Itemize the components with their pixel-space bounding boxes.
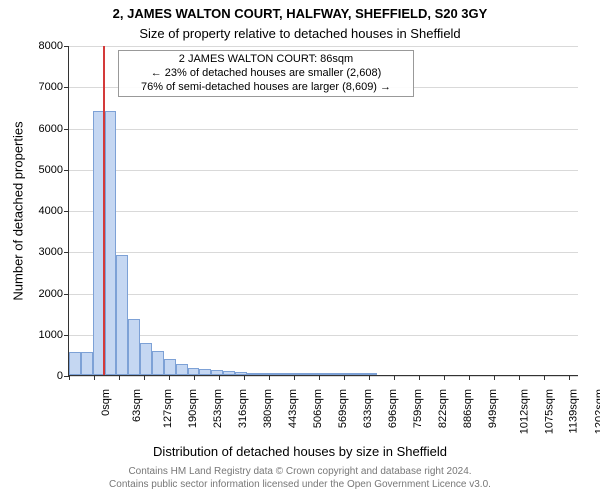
xtick-label: 569sqm xyxy=(337,381,349,428)
grid-line xyxy=(69,376,578,377)
histogram-bar xyxy=(247,373,259,375)
ytick-label: 1000 xyxy=(39,329,69,341)
grid-line xyxy=(69,170,578,171)
annotation-line-3: 76% of semi-detached houses are larger (… xyxy=(125,81,407,95)
x-axis-label: Distribution of detached houses by size … xyxy=(0,444,600,459)
xtick-mark xyxy=(444,375,445,380)
xtick-label: 443sqm xyxy=(287,381,299,428)
xtick-mark xyxy=(219,375,220,380)
footer-line-2: Contains public sector information licen… xyxy=(0,479,600,492)
xtick-label: 190sqm xyxy=(187,381,199,428)
histogram-bar xyxy=(211,370,223,375)
grid-line xyxy=(69,252,578,253)
ytick-label: 7000 xyxy=(39,81,69,93)
histogram-bar xyxy=(282,373,294,375)
y-axis-label: Number of detached properties xyxy=(11,121,26,300)
ytick-label: 8000 xyxy=(39,40,69,52)
histogram-bar xyxy=(188,368,200,375)
histogram-bar xyxy=(235,372,247,375)
xtick-mark xyxy=(269,375,270,380)
chart-title-line2: Size of property relative to detached ho… xyxy=(0,26,600,41)
histogram-bar xyxy=(69,352,81,375)
xtick-label: 886sqm xyxy=(462,381,474,428)
histogram-bar xyxy=(199,369,211,375)
histogram-bar xyxy=(140,343,152,375)
ytick-label: 5000 xyxy=(39,164,69,176)
xtick-label: 63sqm xyxy=(131,381,143,422)
grid-line xyxy=(69,294,578,295)
xtick-mark xyxy=(294,375,295,380)
marker-line xyxy=(103,46,105,375)
xtick-mark xyxy=(244,375,245,380)
histogram-bar xyxy=(105,111,117,375)
xtick-label: 1139sqm xyxy=(568,381,580,433)
xtick-mark xyxy=(569,375,570,380)
histogram-bar xyxy=(330,373,342,375)
xtick-mark xyxy=(469,375,470,380)
xtick-label: 1012sqm xyxy=(518,381,530,434)
xtick-mark xyxy=(119,375,120,380)
ytick-label: 6000 xyxy=(39,123,69,135)
histogram-bar xyxy=(176,364,188,375)
grid-line xyxy=(69,46,578,47)
ytick-label: 3000 xyxy=(39,246,69,258)
histogram-bar xyxy=(366,373,378,375)
xtick-label: 696sqm xyxy=(387,381,399,428)
xtick-label: 506sqm xyxy=(312,381,324,428)
xtick-mark xyxy=(394,375,395,380)
footer-line-1: Contains HM Land Registry data © Crown c… xyxy=(0,466,600,479)
xtick-label: 0sqm xyxy=(100,381,112,416)
annotation-line-1: 2 JAMES WALTON COURT: 86sqm xyxy=(125,53,407,67)
xtick-mark xyxy=(494,375,495,380)
chart-title-line1: 2, JAMES WALTON COURT, HALFWAY, SHEFFIEL… xyxy=(0,6,600,21)
ytick-label: 0 xyxy=(57,370,69,382)
grid-line xyxy=(69,335,578,336)
histogram-bar xyxy=(116,255,128,375)
xtick-label: 1202sqm xyxy=(593,381,600,434)
grid-line xyxy=(69,129,578,130)
xtick-mark xyxy=(344,375,345,380)
xtick-mark xyxy=(319,375,320,380)
histogram-bar xyxy=(306,373,318,375)
histogram-bar xyxy=(164,359,176,375)
xtick-label: 253sqm xyxy=(212,381,224,428)
histogram-bar xyxy=(294,373,306,375)
xtick-mark xyxy=(94,375,95,380)
figure: 2, JAMES WALTON COURT, HALFWAY, SHEFFIEL… xyxy=(0,0,600,500)
xtick-label: 1075sqm xyxy=(543,381,555,434)
footer-attribution: Contains HM Land Registry data © Crown c… xyxy=(0,466,600,491)
xtick-label: 380sqm xyxy=(262,381,274,428)
annotation-line-2: ← 23% of detached houses are smaller (2,… xyxy=(125,67,407,81)
xtick-label: 822sqm xyxy=(437,381,449,428)
histogram-bar xyxy=(354,373,366,375)
xtick-mark xyxy=(369,375,370,380)
xtick-mark xyxy=(419,375,420,380)
xtick-mark xyxy=(194,375,195,380)
histogram-bar xyxy=(223,371,235,375)
histogram-bar xyxy=(271,373,283,375)
annotation-box: 2 JAMES WALTON COURT: 86sqm ← 23% of det… xyxy=(118,50,414,97)
xtick-label: 316sqm xyxy=(237,381,249,428)
xtick-mark xyxy=(519,375,520,380)
xtick-label: 949sqm xyxy=(487,381,499,428)
histogram-bar xyxy=(81,352,93,375)
xtick-label: 759sqm xyxy=(412,381,424,428)
xtick-mark xyxy=(69,375,70,380)
xtick-label: 633sqm xyxy=(362,381,374,428)
xtick-label: 127sqm xyxy=(162,381,174,428)
histogram-bar xyxy=(152,351,164,375)
xtick-mark xyxy=(144,375,145,380)
xtick-mark xyxy=(544,375,545,380)
ytick-label: 4000 xyxy=(39,205,69,217)
grid-line xyxy=(69,211,578,212)
ytick-label: 2000 xyxy=(39,288,69,300)
xtick-mark xyxy=(169,375,170,380)
histogram-bar xyxy=(128,319,140,375)
